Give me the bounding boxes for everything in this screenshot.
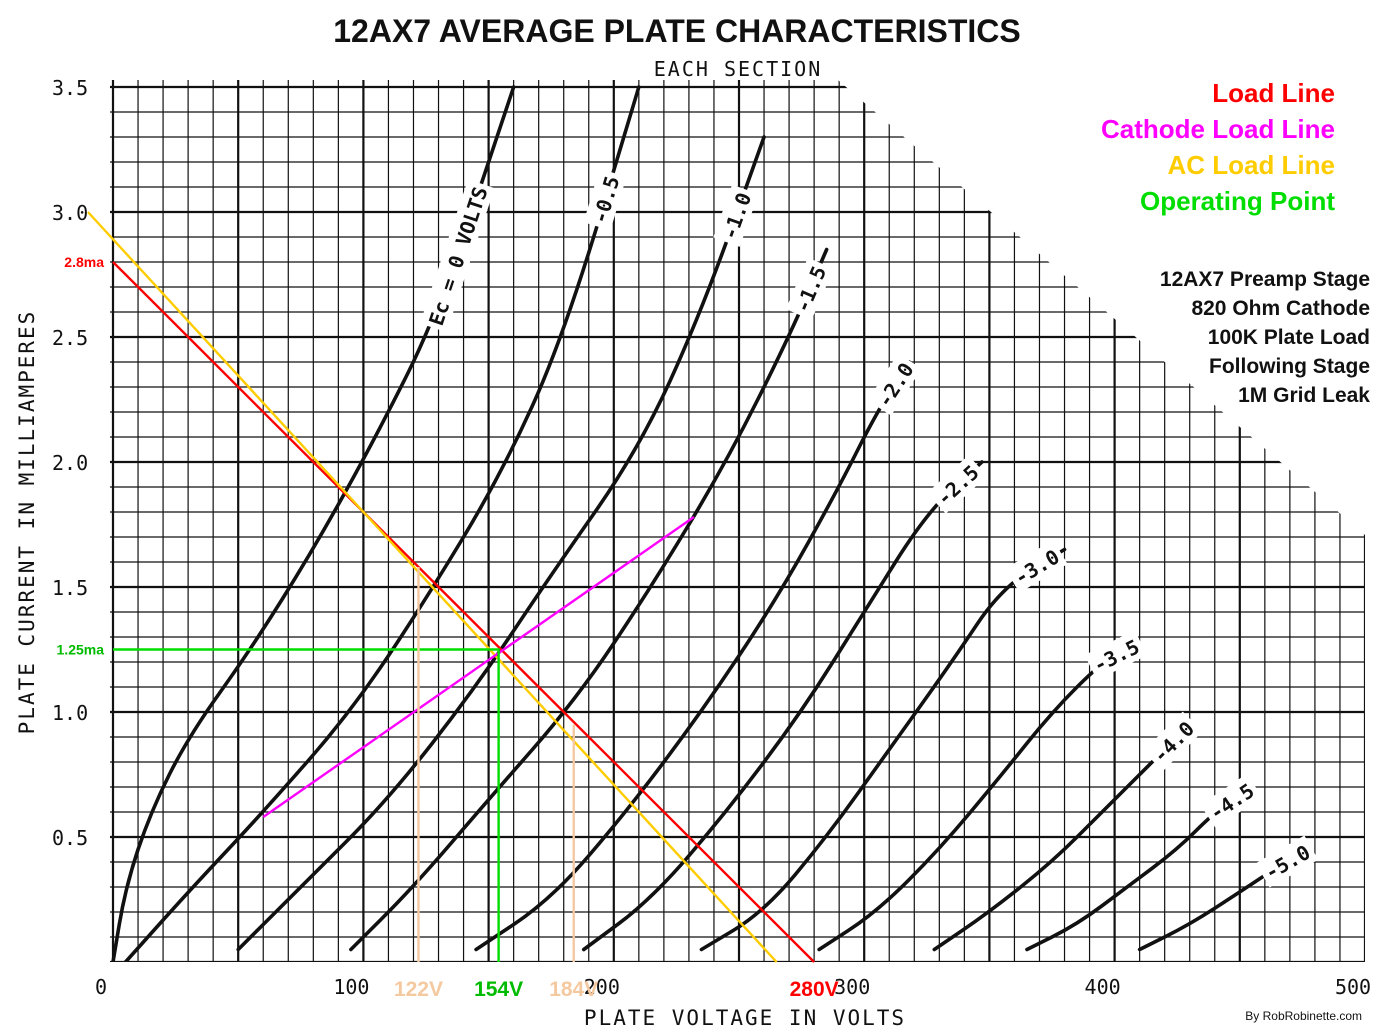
curve-label-4: -2.0: [867, 353, 922, 416]
curve-label-bg: [926, 455, 988, 514]
curve-4: [474, 360, 912, 952]
overlay-line-1: [87, 211, 778, 963]
y-tick-label: 0.5: [52, 826, 88, 850]
curve-label-bg: [713, 184, 759, 247]
x-tick-label: 0: [95, 975, 107, 999]
annotation-0: 2.8ma: [64, 254, 104, 270]
curve-label-bg: [1005, 539, 1068, 593]
note-line: 100K Plate Load: [1208, 326, 1370, 349]
curve-label-bg: [1084, 630, 1148, 681]
x-tick-label: 100: [333, 975, 369, 999]
curve-label-3: -1.5: [785, 257, 834, 321]
curve-label-1: -0.5: [583, 168, 627, 231]
x-axis-label: PLATE VOLTAGE IN VOLTS: [584, 1006, 906, 1030]
annotation-3: 154V: [474, 978, 523, 1001]
y-tick-label: 2.0: [52, 451, 88, 475]
x-tick-label: 200: [584, 975, 620, 999]
y-axis-label: PLATE CURRENT IN MILLIAMPERES: [15, 310, 39, 735]
x-tick-label: 400: [1085, 975, 1121, 999]
y-tick-label: 1.0: [52, 701, 88, 725]
curve-label-bg: [785, 257, 834, 321]
overlay-line-3: [113, 648, 500, 962]
curve-label-bg: [419, 179, 495, 333]
y-tick-label: 1.5: [52, 576, 88, 600]
curve-3: [349, 247, 829, 952]
grid: [110, 80, 1365, 962]
axis-tick-labels: 0 100 200 300 400 500 0.5 1.0 1.5 2.0 2.5 3.0 3.5: [52, 76, 1371, 999]
x-tick-label: 300: [834, 975, 870, 999]
curve-8: [932, 722, 1192, 952]
notes-block: 12AX7 Preamp Stage 820 Ohm Cathode 100K Pl…: [1160, 268, 1370, 407]
curve-7: [817, 647, 1129, 952]
curve-label-bg: [1200, 773, 1263, 829]
legend-item: Cathode Load Line: [1101, 114, 1335, 144]
legend-item: Operating Point: [1140, 186, 1335, 216]
note-line: Following Stage: [1209, 355, 1370, 378]
curve-6: [699, 547, 1067, 952]
annotation-2: 122V: [394, 978, 443, 1001]
annotation-5: 280V: [790, 978, 839, 1001]
curve-label-0: Ec = 0 VOLTS: [419, 179, 495, 333]
curve-label-7: -3.5: [1084, 630, 1148, 681]
curve-0: [111, 85, 516, 962]
curve-label-bg: [1255, 835, 1319, 888]
legend-item: Load Line: [1212, 78, 1335, 108]
curve-label-bg: [867, 353, 922, 416]
y-tick-label: 2.5: [52, 326, 88, 350]
legend-item: AC Load Line: [1167, 150, 1335, 180]
note-line: 12AX7 Preamp Stage: [1160, 268, 1370, 291]
curve-label-bg: [583, 168, 627, 231]
legend: Load Line Cathode Load Line AC Load Line Op…: [1101, 78, 1335, 216]
curve-5: [581, 460, 984, 952]
chart-subtitle: EACH SECTION: [654, 57, 823, 81]
y-tick-label: 3.5: [52, 76, 88, 100]
annotation-4: 184V: [549, 978, 598, 1001]
y-tick-label: 3.0: [52, 201, 88, 225]
overlay-line-2: [262, 516, 695, 818]
characteristic-curves: [111, 85, 1297, 962]
curve-1: [123, 85, 641, 962]
curve-label-text: Ec = 0 VOLTS: [424, 184, 493, 329]
x-tick-label: 500: [1335, 975, 1371, 999]
value-annotations: 2.8ma 1.25ma 122V 154V 184V 280V: [57, 254, 839, 1001]
note-line: 820 Ohm Cathode: [1191, 297, 1370, 320]
chart-title: 12AX7 AVERAGE PLATE CHARACTERISTICS: [333, 13, 1021, 49]
annotation-1: 1.25ma: [57, 642, 105, 658]
overlay-line-0: [112, 261, 815, 963]
curve-label-bg: [1143, 711, 1203, 772]
credit-text: By RobRobinette.com: [1245, 1009, 1362, 1023]
note-line: 1M Grid Leak: [1238, 384, 1370, 407]
curve-2: [236, 135, 766, 952]
overlay-lines: [87, 211, 815, 963]
